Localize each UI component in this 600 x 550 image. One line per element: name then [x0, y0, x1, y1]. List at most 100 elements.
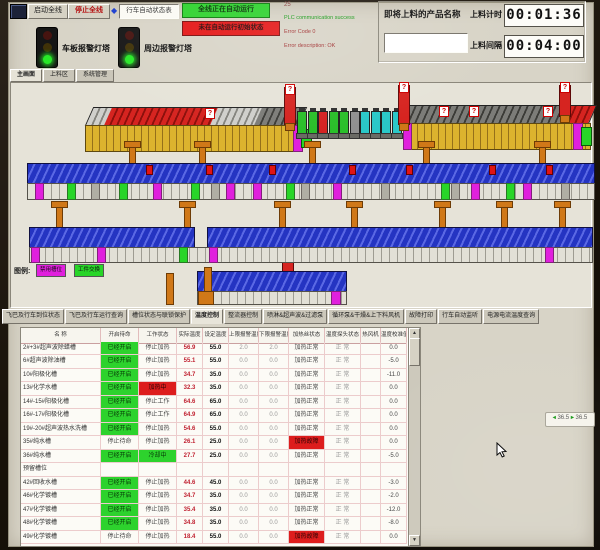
- scroll-down-arrow[interactable]: ▼: [409, 535, 420, 546]
- machine-cap: [320, 108, 326, 111]
- table-cell-heater: 加热正常: [289, 490, 325, 504]
- disabled-slot: [523, 183, 532, 200]
- disabled-slot: [471, 183, 480, 200]
- slot-alarm: [546, 165, 553, 175]
- machine-cap: [362, 108, 368, 111]
- table-cell-high: 0.0: [229, 503, 259, 517]
- table-cell-set: 35.0: [203, 368, 229, 382]
- table-cell-set: 35.0: [203, 517, 229, 531]
- gantry-crane-bar: [124, 141, 141, 148]
- table-cell-ready: 已经开启: [101, 355, 139, 369]
- table-cell-low: 0.0: [259, 409, 289, 423]
- table-cell-probe: 正 常: [325, 476, 361, 490]
- temperature-table: 名 称开启待命 工作状态 实际温度 设定温度 上限报警温度 下限报警温度 加热丝状态 温度探头…: [20, 327, 410, 547]
- scrollbar-thumb[interactable]: [409, 338, 420, 366]
- app-icon[interactable]: [10, 4, 27, 19]
- section-tab-6[interactable]: 喷淋&超声波&过滤泵: [263, 309, 328, 324]
- table-cell-low: 0.0: [259, 382, 289, 396]
- process-machine: [317, 108, 329, 139]
- table-cell-set: 65.0: [203, 395, 229, 409]
- machine-cap: [372, 108, 379, 111]
- table-cell-cal: -3.0: [381, 476, 407, 490]
- next-product-input[interactable]: [384, 33, 468, 53]
- loading-interval-value: 00:04:00: [504, 35, 584, 58]
- alarm-marker: ?: [205, 108, 215, 119]
- disabled-slot: [97, 247, 106, 263]
- table-cell-actual: 55.1: [177, 355, 203, 369]
- section-tab-7[interactable]: 循环泵&干燥&上下料风机: [328, 309, 405, 324]
- stop-all-button[interactable]: 停止全线: [68, 4, 110, 19]
- table-cell-low: [259, 463, 289, 477]
- slot-alarm: [206, 165, 213, 175]
- plc-comm-status: PLC communication success: [284, 15, 355, 21]
- table-cell-cal: -5.0: [381, 449, 407, 463]
- table-cell-work: 停止加热: [139, 503, 177, 517]
- table-cell-low: 0.0: [259, 422, 289, 436]
- process-machine: [296, 108, 308, 139]
- table-cell-probe: 正 常: [325, 517, 361, 531]
- table-cell-probe: 正 常: [325, 409, 361, 423]
- table-cell-high: [229, 463, 259, 477]
- table-scrollbar[interactable]: ▲ ▼: [408, 327, 421, 547]
- section-tab-1[interactable]: 飞巴及行车到位状态: [2, 309, 65, 324]
- process-machine: [369, 108, 382, 139]
- table-cell-actual: 34.8: [177, 517, 203, 531]
- diamond-icon: ◆: [111, 6, 118, 15]
- table-cell-fan: [361, 422, 381, 436]
- table-cell-heater: 加热故障: [289, 530, 325, 544]
- section-tab-5[interactable]: 整流器控制: [224, 309, 263, 324]
- disabled-slot: [331, 291, 341, 305]
- table-cell-set: 35.0: [203, 382, 229, 396]
- slot-alarm: [269, 165, 276, 175]
- gantry-crane-bar: [554, 201, 571, 208]
- table-cell-work: 加热中: [139, 382, 177, 396]
- table-cell-set: 65.0: [203, 409, 229, 423]
- table-cell-high: 0.0: [229, 436, 259, 450]
- exchange-slot: [179, 247, 188, 263]
- alarm-marker: ?: [560, 82, 570, 93]
- table-cell-name: 14#-15#阳极化槽: [21, 395, 101, 409]
- table-cell-actual: 26.1: [177, 436, 203, 450]
- occupied-slot: [301, 183, 310, 200]
- nav-tab-3[interactable]: 系统管理: [76, 69, 114, 82]
- exchange-slot: [506, 183, 515, 200]
- crane-auto-status-button[interactable]: 行车自动状态表: [119, 4, 179, 19]
- section-tab-8[interactable]: 故障打印: [405, 309, 438, 324]
- section-tab-3[interactable]: 槽位状态与联锁保护: [128, 309, 191, 324]
- table-cell-name: 48#化学镀槽: [21, 517, 101, 531]
- table-cell-work: 停止工作: [139, 395, 177, 409]
- conveyor-c-cells: [29, 247, 593, 263]
- machine-cap: [393, 108, 400, 111]
- table-cell-work: 停止加热: [139, 490, 177, 504]
- process-machine: [327, 108, 340, 139]
- conveyor-a-left-top: [84, 107, 308, 126]
- column-header-6: 上限报警温度: [229, 328, 259, 344]
- table-cell-low: 0.0: [259, 395, 289, 409]
- table-cell-cal: 0.0: [381, 530, 407, 544]
- table-cell-high: 0.0: [229, 409, 259, 423]
- nav-tab-2[interactable]: 上料区: [43, 69, 75, 82]
- section-tab-2[interactable]: 飞巴及行车运行查询: [65, 309, 128, 324]
- table-cell-low: 0.0: [259, 530, 289, 544]
- table-cell-low: 0.0: [259, 368, 289, 382]
- section-tab-4[interactable]: 温度控制: [191, 309, 224, 324]
- table-cell-heater: 加热正常: [289, 355, 325, 369]
- machine-base: [390, 133, 403, 139]
- nav-tab-1[interactable]: 主画面: [10, 69, 42, 82]
- table-cell-probe: 正 常: [325, 490, 361, 504]
- table-cell-work: 停止工作: [139, 409, 177, 423]
- status-running-badge: 全线正在自动运行: [182, 3, 270, 18]
- gantry-crane-bar: [496, 201, 513, 208]
- start-all-button[interactable]: 启动全线: [28, 4, 68, 19]
- section-tab-10[interactable]: 电源电流温度查询: [483, 309, 540, 324]
- loading-panel: [378, 1, 586, 63]
- table-cell-work: 停止加热: [139, 530, 177, 544]
- table-cell-name: 预留槽位: [21, 463, 101, 477]
- table-cell-high: 0.0: [229, 490, 259, 504]
- alarm-marker: ?: [399, 82, 409, 93]
- exchange-slot: [286, 183, 295, 200]
- exchange-slot: [441, 183, 450, 200]
- section-tab-9[interactable]: 行车自动监听: [438, 309, 483, 324]
- alarm-marker: ?: [469, 106, 479, 117]
